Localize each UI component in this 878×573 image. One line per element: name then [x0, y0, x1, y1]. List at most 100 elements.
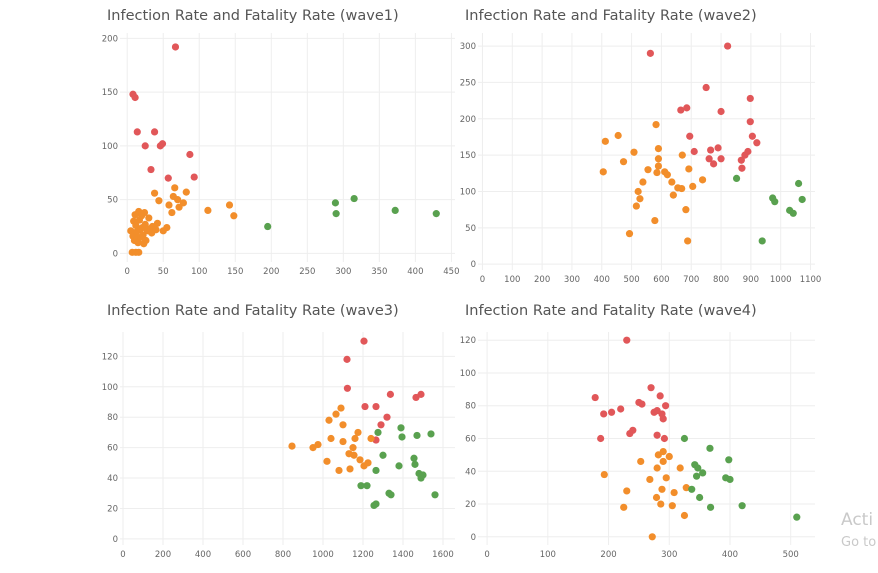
- data-point-orange: [668, 502, 676, 510]
- data-point-red: [710, 160, 718, 168]
- data-point-orange: [356, 456, 364, 464]
- data-point-orange: [658, 485, 666, 493]
- data-point-red: [683, 104, 691, 112]
- data-point-green: [798, 195, 806, 204]
- data-point-red: [607, 408, 616, 416]
- data-point-red: [343, 384, 351, 392]
- data-point-orange: [663, 171, 671, 179]
- x-tick-label: 700: [683, 275, 699, 285]
- data-point-orange: [339, 437, 347, 446]
- data-point-green: [372, 500, 380, 508]
- data-point-red: [623, 336, 631, 344]
- x-tick-label: 400: [722, 550, 738, 560]
- x-tick-label: 500: [623, 275, 639, 285]
- x-tick-label: 600: [653, 275, 669, 285]
- data-point-green: [332, 210, 340, 218]
- y-tick-label: 100: [460, 187, 476, 197]
- x-tick-label: 100: [504, 275, 520, 285]
- data-point-orange: [682, 206, 690, 214]
- data-point-orange: [182, 188, 190, 196]
- data-point-red: [629, 426, 637, 434]
- data-point-green: [706, 444, 714, 452]
- x-tick-label: 1000: [770, 275, 792, 285]
- data-point-orange: [654, 155, 663, 163]
- data-point-red: [141, 142, 149, 150]
- data-point-orange: [346, 465, 354, 473]
- data-point-red: [638, 400, 646, 408]
- data-point-red: [686, 132, 694, 140]
- data-point-red: [343, 355, 351, 363]
- x-tick-label: 450: [443, 267, 459, 277]
- data-point-orange: [634, 187, 642, 196]
- data-point-red: [383, 413, 391, 421]
- data-point-orange: [654, 144, 663, 153]
- x-tick-label: 1400: [392, 550, 414, 560]
- data-point-green: [794, 179, 803, 188]
- data-point-red: [171, 43, 180, 51]
- data-point-orange: [678, 184, 686, 193]
- data-point-green: [411, 460, 419, 468]
- data-point-orange: [314, 440, 322, 449]
- data-point-red: [147, 165, 155, 174]
- y-tick-label: 100: [102, 142, 118, 152]
- data-point-orange: [288, 442, 296, 450]
- x-tick-label: 50: [158, 267, 169, 277]
- data-point-orange: [204, 206, 212, 214]
- data-point-orange: [662, 474, 670, 482]
- data-point-green: [680, 434, 689, 443]
- data-point-orange: [659, 448, 667, 456]
- data-point-green: [793, 513, 801, 521]
- data-point-orange: [654, 162, 663, 170]
- chart-title-wave3: Infection Rate and Fatality Rate (wave3): [107, 303, 399, 319]
- data-point-orange: [698, 176, 707, 184]
- data-point-orange: [140, 208, 149, 217]
- data-point-orange: [680, 511, 689, 520]
- data-point-orange: [637, 457, 645, 466]
- y-tick-label: 20: [465, 500, 476, 510]
- data-point-red: [690, 147, 698, 156]
- data-point-orange: [689, 182, 697, 190]
- data-point-green: [726, 475, 734, 484]
- data-point-orange: [337, 404, 345, 412]
- data-point-red: [377, 421, 385, 429]
- chart-title-wave4: Infection Rate and Fatality Rate (wave4): [465, 303, 757, 319]
- data-point-orange: [225, 201, 234, 209]
- data-point-orange: [332, 410, 340, 418]
- data-point-red: [164, 174, 172, 182]
- data-point-orange: [636, 195, 644, 203]
- data-point-red: [707, 146, 715, 154]
- x-tick-label: 350: [371, 267, 387, 277]
- data-point-orange: [179, 199, 187, 207]
- data-point-orange: [625, 230, 634, 238]
- data-point-red: [677, 106, 685, 114]
- x-tick-label: 250: [299, 267, 315, 277]
- data-point-red: [131, 93, 139, 102]
- data-point-orange: [620, 503, 628, 511]
- x-tick-label: 100: [540, 550, 556, 560]
- data-point-red: [717, 155, 725, 163]
- data-point-red: [660, 434, 669, 443]
- y-tick-label: 0: [471, 260, 476, 270]
- x-tick-label: 1000: [312, 550, 334, 560]
- data-point-red: [361, 402, 369, 411]
- y-tick-label: 0: [113, 249, 118, 259]
- data-point-green: [432, 210, 440, 218]
- data-point-orange: [168, 208, 176, 217]
- data-point-orange: [682, 484, 690, 492]
- data-point-orange: [651, 216, 659, 225]
- x-tick-label: 300: [335, 267, 351, 277]
- y-tick-label: 80: [107, 413, 118, 423]
- x-tick-label: 100: [191, 267, 207, 277]
- data-point-orange: [657, 500, 665, 508]
- x-tick-label: 800: [275, 550, 291, 560]
- data-point-red: [744, 147, 752, 156]
- data-point-red: [372, 402, 380, 411]
- data-point-red: [737, 156, 745, 164]
- data-point-orange: [367, 434, 375, 443]
- data-point-green: [431, 491, 439, 499]
- data-point-green: [771, 198, 779, 206]
- data-point-orange: [632, 202, 640, 210]
- chart-panel-2: 0 100 200 300 400 500 600 700 800 900 1000 1100 0 50 1…: [460, 33, 821, 285]
- data-point-green: [331, 199, 340, 207]
- data-point-orange: [600, 470, 608, 479]
